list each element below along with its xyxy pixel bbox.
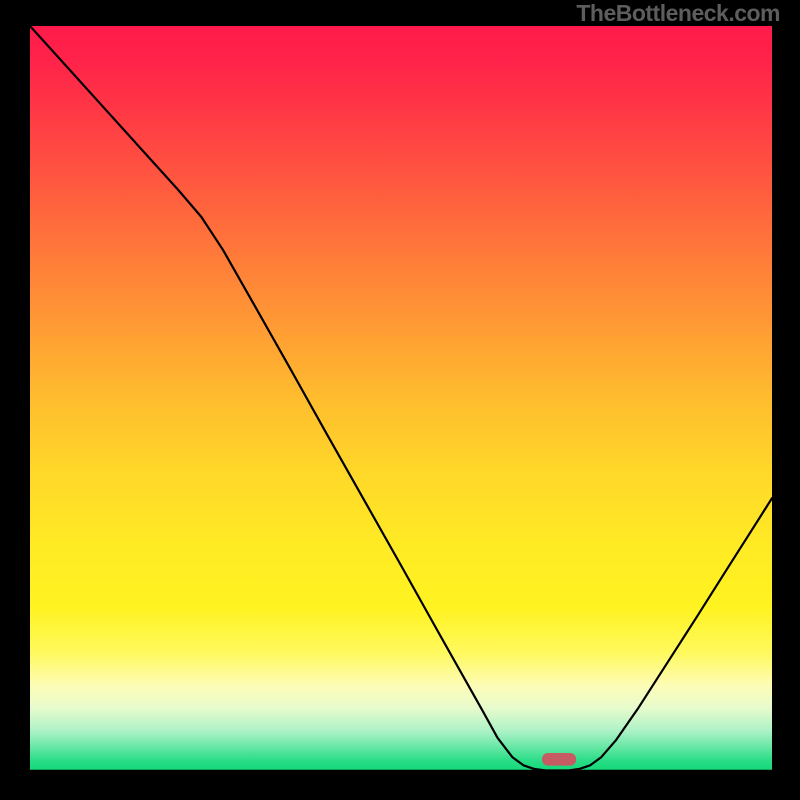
watermark-text: TheBottleneck.com bbox=[576, 0, 780, 27]
bottleneck-chart: TheBottleneck.com bbox=[0, 0, 800, 800]
plot-area bbox=[30, 26, 772, 772]
optimal-marker bbox=[542, 753, 576, 766]
gradient-background bbox=[30, 26, 772, 772]
